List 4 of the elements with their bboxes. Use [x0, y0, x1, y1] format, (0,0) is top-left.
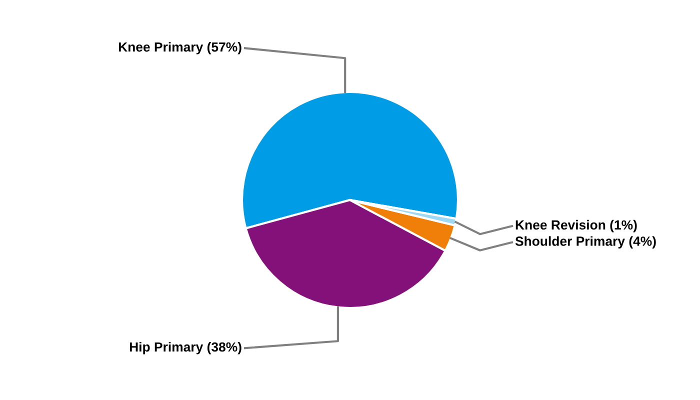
slice-label: Knee Primary (57%): [118, 42, 242, 54]
slice-label: Hip Primary (38%): [130, 342, 242, 354]
slice-label: Shoulder Primary (4%): [515, 236, 656, 248]
slice-label: Knee Revision (1%): [516, 220, 637, 232]
